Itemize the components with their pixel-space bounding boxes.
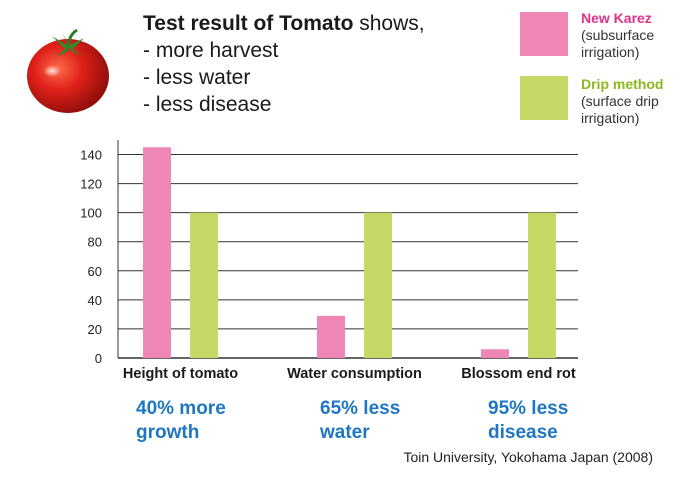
bar-drip-method-1 (364, 212, 392, 358)
headline-line-1: Test result of Tomato shows, (143, 10, 425, 37)
headline-point-disease: - less disease (143, 93, 272, 116)
headline-rest: shows, (353, 12, 425, 35)
legend-item-new-karez: New Karez (subsurface irrigation) (581, 10, 654, 61)
bar-new-karez-2 (481, 349, 509, 358)
headline: Test result of Tomato shows, - more harv… (143, 10, 425, 118)
legend-name-drip-method: Drip method (581, 76, 664, 92)
y-tick-label-80: 80 (88, 235, 102, 250)
bar-drip-method-2 (528, 212, 556, 358)
note-water-line-1: 65% less (320, 398, 401, 419)
legend-desc-new-karez-2: irrigation) (581, 44, 640, 60)
legend-name-new-karez: New Karez (581, 10, 652, 26)
legend-desc-new-karez-1: (subsurface (581, 27, 655, 43)
headline-point-water: - less water (143, 66, 251, 89)
x-category-label-2: Blossom end rot (461, 366, 576, 382)
y-tick-label-140: 140 (80, 148, 102, 163)
note-disease-line-2: disease (488, 422, 558, 443)
headline-point-harvest: - more harvest (143, 39, 279, 62)
y-tick-label-0: 0 (95, 351, 102, 366)
bar-chart: 0 20 40 60 80 100 120 140 Height of tomato Water … (80, 140, 578, 382)
legend-swatch-drip-method (520, 76, 568, 120)
bar-drip-method-0 (190, 212, 218, 358)
note-height-line-1: 40% more (136, 398, 226, 419)
y-tick-label-40: 40 (88, 293, 102, 308)
x-category-label-1: Water consumption (287, 366, 422, 382)
note-water-line-2: water (320, 422, 370, 443)
note-height: 40% more growth (136, 397, 226, 445)
tomato-image (22, 24, 114, 116)
headline-bold: Test result of Tomato (143, 12, 354, 35)
legend-desc-drip-method-2: irrigation) (581, 110, 640, 126)
legend-swatch-new-karez (520, 12, 568, 56)
y-tick-label-20: 20 (88, 322, 102, 337)
bar-new-karez-1 (317, 315, 345, 358)
note-disease: 95% less disease (488, 397, 568, 445)
legend-desc-drip-method-1: (surface drip (581, 93, 659, 109)
y-tick-label-100: 100 (80, 206, 102, 221)
bar-new-karez-0 (143, 147, 171, 358)
note-disease-line-1: 95% less (488, 398, 569, 419)
note-height-line-2: growth (136, 422, 200, 443)
legend-item-drip-method: Drip method (surface drip irrigation) (581, 76, 663, 127)
y-tick-label-60: 60 (88, 264, 102, 279)
note-water: 65% less water (320, 397, 400, 445)
source-credit: Toin University, Yokohama Japan (2008) (403, 449, 653, 465)
y-tick-label-120: 120 (80, 177, 102, 192)
x-category-label-0: Height of tomato (123, 366, 238, 382)
